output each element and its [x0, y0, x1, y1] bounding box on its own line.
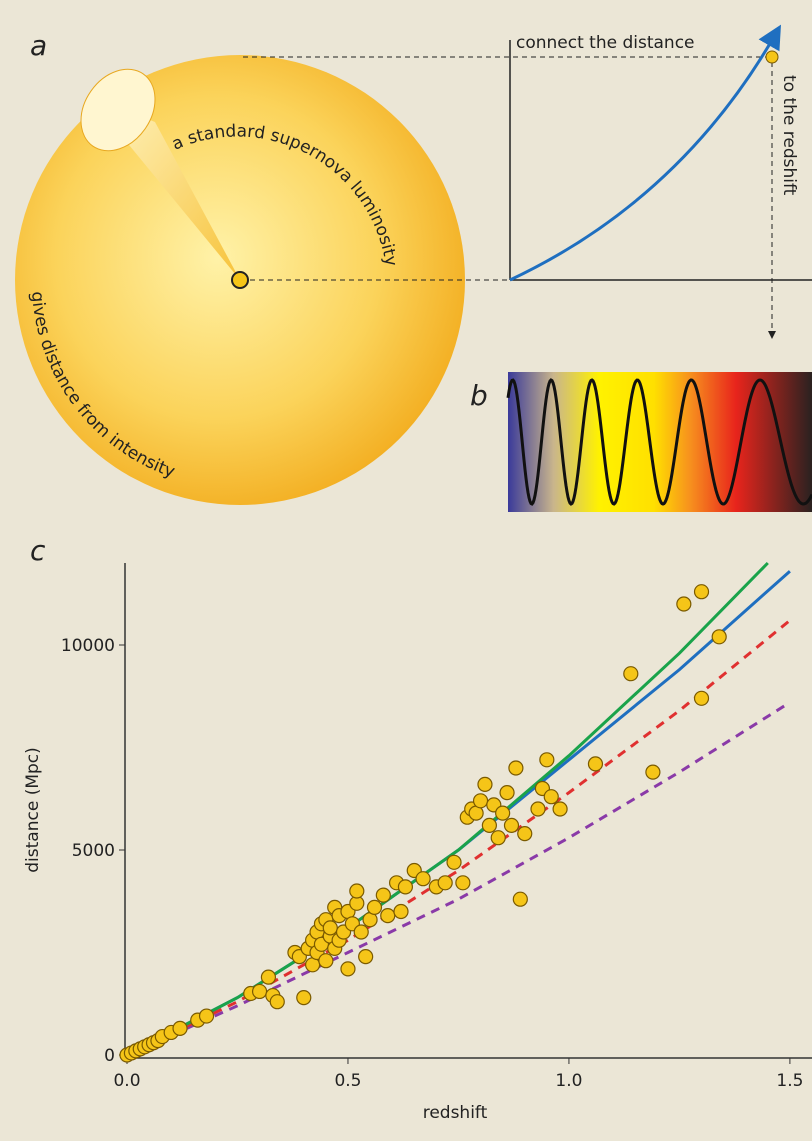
spectrum — [508, 372, 812, 512]
x-tick-label: 0.5 — [334, 1071, 361, 1091]
data-point — [530, 801, 546, 817]
data-point — [446, 854, 462, 870]
data-point — [397, 879, 414, 895]
curve — [126, 701, 791, 1057]
data-point — [472, 793, 489, 809]
y-tick-label: 5000 — [72, 841, 115, 861]
data-point — [296, 989, 312, 1006]
wave — [506, 378, 812, 506]
data-point — [499, 784, 515, 801]
data-point — [693, 690, 710, 706]
data-point — [349, 883, 365, 899]
y-tick-label: 0 — [104, 1046, 115, 1066]
connect-text: connect the distance — [516, 33, 695, 53]
data-point — [366, 899, 383, 916]
plot: 0 5000 10000 0.0 0.5 1.0 1.5 — [61, 561, 803, 1091]
data-point — [543, 789, 559, 805]
data-point — [481, 817, 497, 834]
data-point — [587, 756, 604, 772]
data-point — [495, 805, 511, 821]
data-point — [269, 994, 285, 1010]
redshift-text: to the redshift — [779, 75, 799, 196]
point — [765, 50, 779, 64]
data-point — [693, 584, 710, 600]
data-point — [340, 961, 356, 977]
data-point — [393, 903, 409, 920]
curve — [126, 561, 769, 1057]
data-point — [322, 920, 338, 936]
data-point — [477, 776, 493, 793]
data-point — [353, 924, 369, 940]
supernova-area — [80, 68, 156, 152]
x-tick-label: 0.0 — [113, 1071, 140, 1091]
data-point — [490, 830, 506, 846]
data-point — [198, 1008, 215, 1024]
data-point — [676, 596, 692, 612]
data-point — [517, 825, 533, 842]
data-point — [437, 875, 453, 891]
data-point — [552, 801, 568, 817]
y-axis-label: distance (Mpc) — [23, 747, 43, 873]
data-point — [375, 887, 391, 903]
panel-label: a — [30, 29, 47, 62]
data-point — [711, 629, 727, 645]
data-point — [318, 953, 334, 969]
data-point — [415, 871, 431, 887]
data-point — [380, 907, 396, 924]
data-point — [172, 1020, 188, 1036]
data-point — [623, 666, 639, 682]
x-tick-label: 1.5 — [776, 1071, 803, 1091]
data-point — [539, 752, 555, 768]
curve — [126, 619, 791, 1057]
data-point — [512, 891, 528, 907]
data-point — [260, 969, 277, 985]
y-tick-label: 10000 — [61, 636, 115, 656]
data-point — [251, 983, 268, 1000]
data-point — [508, 760, 524, 776]
panel-label: c — [30, 534, 46, 567]
panel-label: b — [470, 379, 488, 412]
x-tick-label: 1.0 — [555, 1071, 582, 1091]
data-point — [503, 817, 520, 834]
supernova — [231, 271, 249, 289]
data-point — [645, 764, 661, 780]
curve — [509, 24, 781, 282]
data-point — [358, 948, 374, 965]
x-axis-label: redshift — [423, 1103, 488, 1123]
data-point — [455, 875, 471, 891]
